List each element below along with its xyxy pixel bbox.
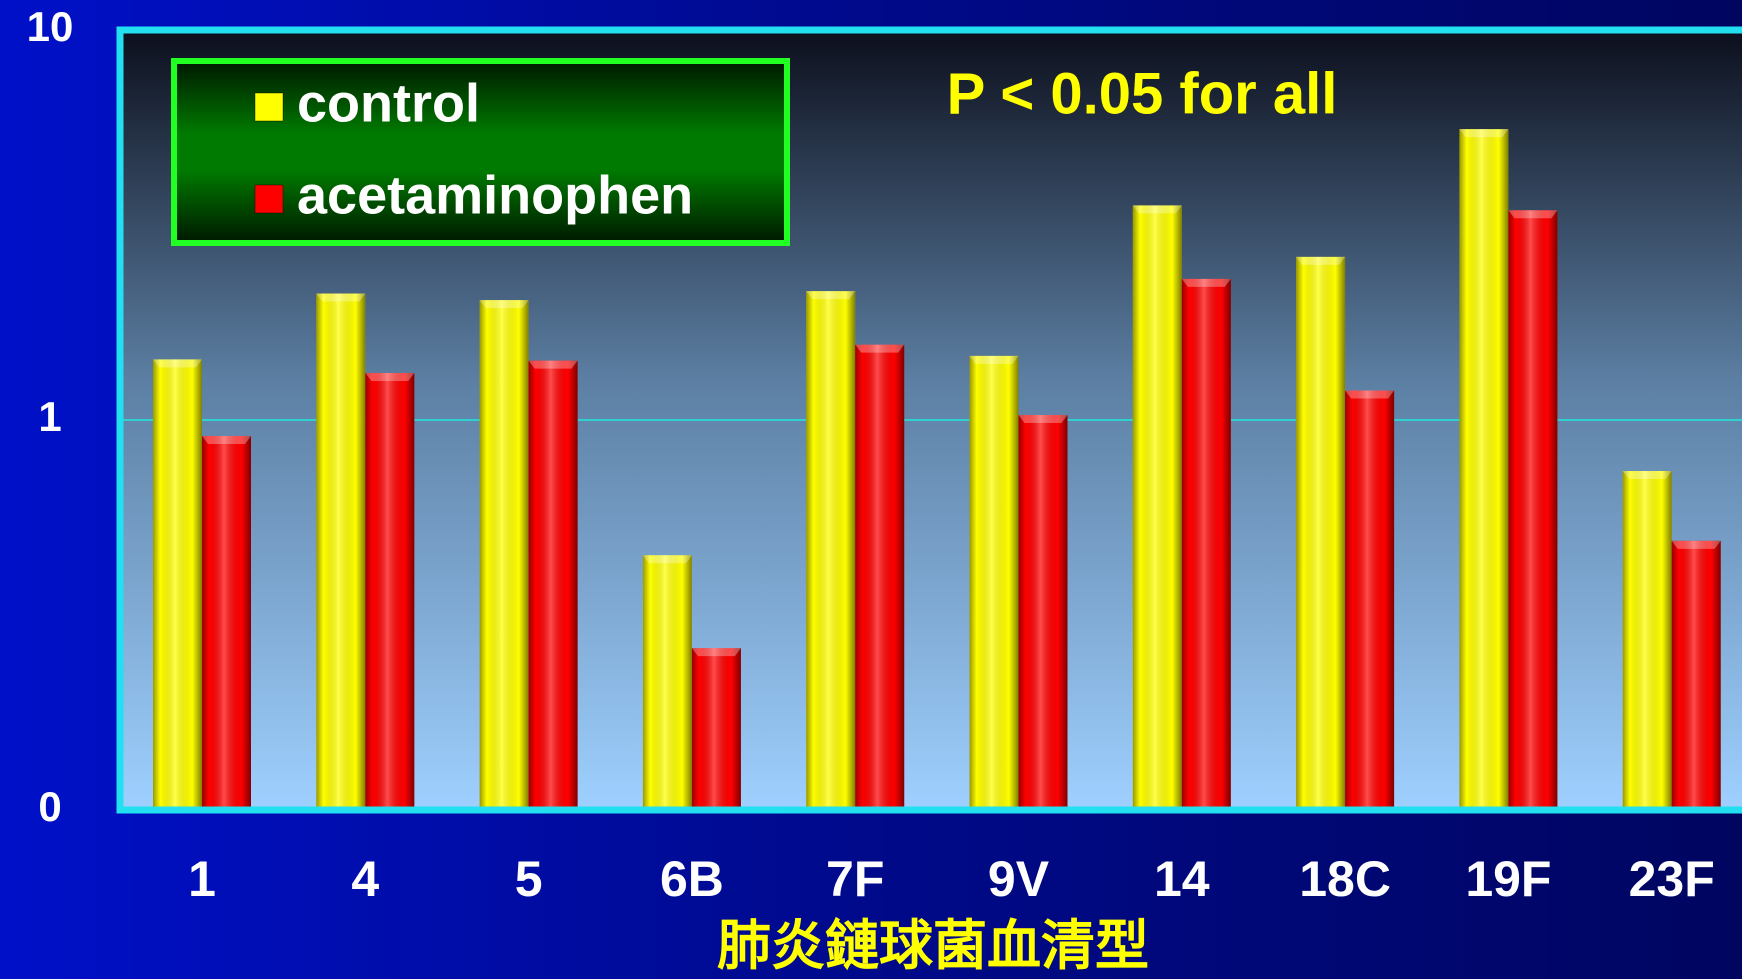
bar-shading (1671, 540, 1721, 810)
legend-label: control (297, 73, 480, 133)
x-tick-label: 1 (188, 851, 216, 907)
bar-cap (528, 360, 578, 369)
bar-cap (1018, 414, 1068, 423)
annotation: P < 0.05 for all (947, 61, 1338, 126)
x-tick-label: 23F (1629, 851, 1715, 907)
x-tick-label: 4 (351, 851, 379, 907)
bar-shading (1459, 129, 1509, 811)
legend-label: acetaminophen (297, 165, 693, 225)
x-tick-label: 19F (1465, 851, 1551, 907)
bar-cap (855, 344, 905, 353)
y-tick-label: 1 (38, 393, 61, 440)
legend-swatch (254, 92, 284, 122)
bar-shading (855, 344, 905, 810)
bar-shading (365, 372, 415, 810)
bar-cap (316, 293, 366, 302)
bar-shading (479, 300, 529, 810)
x-tick-label: 6B (660, 851, 724, 907)
bar-shading (1296, 256, 1346, 810)
bar-shading (316, 293, 366, 810)
bar-shading (969, 355, 1019, 810)
bar-cap (1181, 278, 1231, 287)
bar-shading (1018, 414, 1068, 810)
bar-cap (202, 435, 251, 444)
bar-shading (528, 360, 578, 810)
bar-shading (1132, 205, 1182, 810)
bar-cap (1671, 540, 1721, 549)
legend-swatch (254, 184, 284, 214)
bar-cap (1508, 210, 1558, 219)
bar-cap (479, 300, 529, 309)
x-tick-label: 5 (515, 851, 543, 907)
bar-shading (153, 359, 202, 810)
bar-shading (1181, 278, 1231, 810)
bar-shading (806, 291, 856, 810)
bar-shading (642, 555, 692, 810)
bar-shading (1508, 210, 1558, 810)
bar-shading (691, 648, 741, 810)
bar-cap (1132, 205, 1182, 214)
bar-cap (1459, 129, 1509, 138)
bar-cap (691, 648, 741, 657)
bar-cap (1622, 470, 1672, 479)
x-axis-label: 肺炎鏈球菌血清型 (717, 913, 1149, 977)
bar-cap (365, 372, 415, 381)
x-tick-label: 7F (826, 851, 884, 907)
bar-cap (969, 355, 1019, 364)
bar-shading (1622, 470, 1672, 810)
bar-cap (806, 291, 856, 300)
bar-shading (1345, 390, 1395, 810)
bar-cap (1296, 256, 1346, 265)
x-tick-label: 9V (988, 851, 1050, 907)
plot-border (116, 26, 1742, 814)
bar-cap (1345, 390, 1395, 399)
x-tick-label: 14 (1154, 851, 1210, 907)
bar-shading (202, 435, 251, 810)
y-tick-label: 0 (38, 783, 61, 830)
bar-cap (153, 359, 202, 368)
x-tick-label: 18C (1299, 851, 1391, 907)
y-tick-label: 10 (27, 3, 74, 50)
bar-cap (642, 555, 692, 564)
